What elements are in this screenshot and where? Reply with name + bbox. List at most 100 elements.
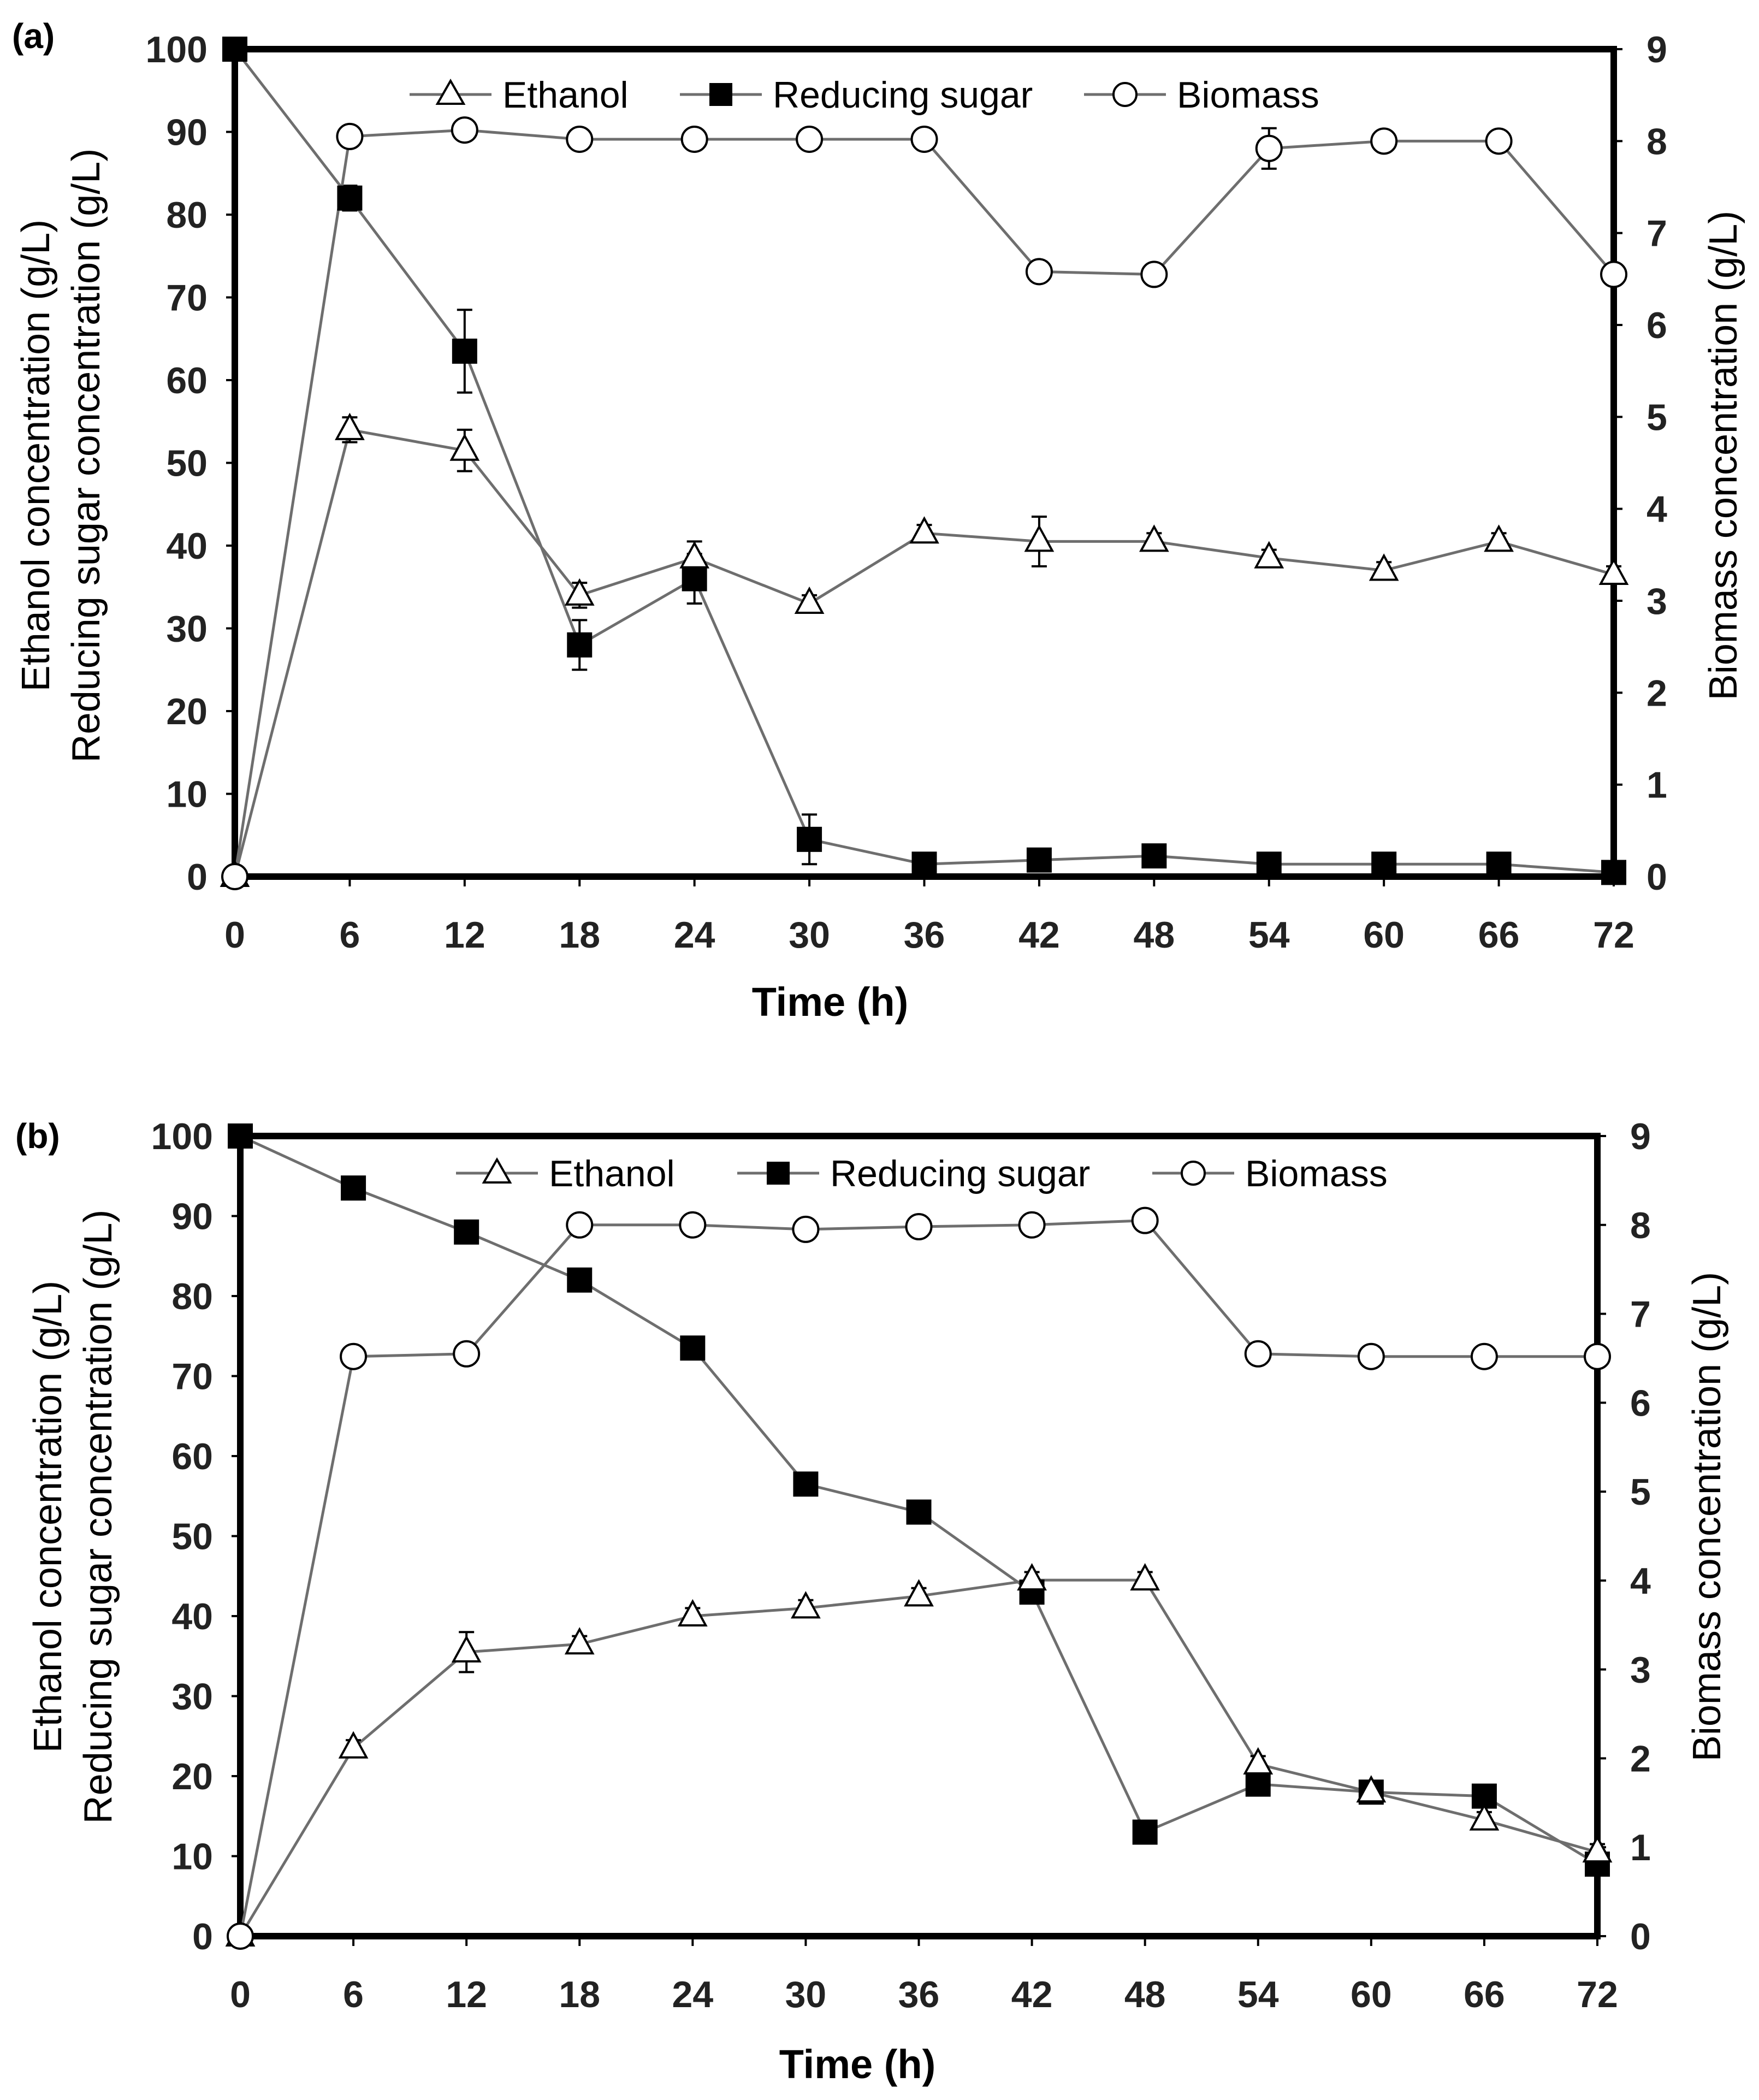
data-point-ethanol [794,586,825,614]
data-point-reducing-sugar [1256,851,1282,877]
x-tick-label: 42 [1018,914,1060,956]
data-point-biomass [680,125,708,153]
legend-marker-biomass [1181,1161,1206,1186]
data-point-ethanol [451,1635,482,1663]
y-left-tick-label: 0 [192,1916,213,1957]
legend-label-ethanol: Ethanol [549,1153,675,1194]
left-axis-title-line1: Ethanol concentration (g/L) [14,220,58,692]
y-left-tick-label: 90 [166,112,208,153]
data-point-biomass [792,1215,820,1243]
x-tick-label: 12 [446,1974,487,2015]
y-right-tick-label: 0 [1630,1916,1651,1957]
x-tick-label: 30 [789,914,830,956]
data-point-ethanol [1139,524,1169,552]
data-point-reducing-sugar [341,1175,366,1201]
legend-marker-sugar [767,1162,790,1185]
y-left-tick-label: 80 [171,1276,213,1317]
y-left-tick-label: 90 [171,1196,213,1238]
data-point-biomass [679,1211,707,1239]
legend-label-sugar: Reducing sugar [830,1153,1090,1194]
data-point-reducing-sugar [222,37,247,62]
x-tick-label: 42 [1011,1974,1053,2015]
data-point-reducing-sugar [1132,1819,1158,1845]
data-point-biomass [1140,261,1168,288]
data-point-biomass [1584,1342,1611,1370]
data-point-biomass [796,125,824,153]
y-left-tick-label: 20 [171,1756,213,1797]
data-point-ethanol [1484,524,1514,552]
panel-label: (b) [15,1116,60,1156]
data-point-biomass [1485,127,1513,155]
y-right-tick-label: 5 [1647,397,1667,438]
y-right-tick-label: 1 [1630,1827,1651,1868]
y-right-tick-label: 7 [1647,213,1667,255]
x-tick-label: 66 [1464,1974,1505,2015]
right-axis-title: Biomass concentration (g/L) [1702,211,1745,700]
data-point-reducing-sugar [1026,847,1052,873]
data-point-ethanol [904,1579,934,1607]
y-right-tick-label: 1 [1647,765,1667,806]
y-right-tick-label: 6 [1630,1382,1651,1424]
plot-frame [232,46,1617,880]
series-line-biomass [239,1219,1597,1937]
y-left-tick-label: 80 [166,194,208,236]
y-right-tick-label: 7 [1630,1294,1651,1335]
y-left-tick-label: 60 [171,1436,213,1477]
data-point-ethanol [909,516,939,544]
data-point-ethanol [679,541,710,569]
y-left-tick-label: 10 [171,1836,213,1878]
x-tick-label: 72 [1577,1974,1618,2015]
x-axis-title: Time (h) [752,979,908,1025]
data-point-biomass [451,116,478,144]
data-point-biomass [1018,1211,1046,1239]
data-point-ethanol [1369,553,1399,581]
data-point-reducing-sugar [793,1471,819,1497]
data-point-biomass [910,125,938,153]
y-right-tick-label: 0 [1647,856,1667,898]
x-tick-label: 0 [230,1974,251,2015]
y-right-tick-label: 2 [1647,672,1667,714]
x-tick-label: 18 [559,914,600,956]
y-right-tick-label: 9 [1630,1116,1651,1157]
x-tick-label: 54 [1237,1974,1279,2015]
data-point-reducing-sugar [682,566,707,591]
data-point-ethanol [1356,1775,1387,1803]
x-axis-title: Time (h) [779,2042,935,2087]
legend: Ethanol Reducing sugar Biomass [410,74,1319,116]
y-left-tick-label: 50 [171,1516,213,1558]
data-point-biomass [453,1340,481,1368]
plot-frame [237,1133,1601,1939]
x-tick-label: 24 [674,914,715,956]
x-tick-label: 6 [343,1974,364,2015]
data-point-ethanol [1469,1803,1500,1831]
data-point-reducing-sugar [1245,1771,1271,1797]
data-point-ethanol [1582,1835,1613,1863]
y-left-tick-label: 0 [187,856,208,898]
data-point-biomass [1470,1342,1498,1370]
data-point-biomass [905,1213,933,1241]
x-tick-label: 48 [1134,914,1175,956]
y-left-tick-label: 70 [166,277,208,319]
left-axis-title-line1: Ethanol concentration (g/L) [26,1281,70,1753]
data-point-ethanol [338,1731,369,1759]
data-point-biomass [336,122,364,150]
legend-label-biomass: Biomass [1177,74,1319,116]
chart-panel-b: (b) Ethanol concentration (g/L) Reducing… [15,1116,1729,2087]
x-tick-label: 24 [672,1974,714,2015]
data-point-ethanol [449,433,480,461]
x-tick-label: 54 [1248,914,1290,956]
y-left-tick-label: 40 [166,525,208,567]
y-right-tick-label: 3 [1630,1649,1651,1691]
x-tick-label: 48 [1124,1974,1166,2015]
legend-marker-biomass [1112,82,1138,107]
data-point-ethanol [564,578,595,606]
data-point-reducing-sugar [797,826,822,852]
data-point-biomass [566,125,594,153]
y-left-tick-label: 50 [166,443,208,484]
data-point-reducing-sugar [1486,851,1512,877]
data-point-ethanol [677,1599,708,1626]
data-point-ethanol [1254,541,1284,569]
y-left-tick-label: 100 [146,29,208,70]
data-point-ethanol [1243,1747,1274,1775]
